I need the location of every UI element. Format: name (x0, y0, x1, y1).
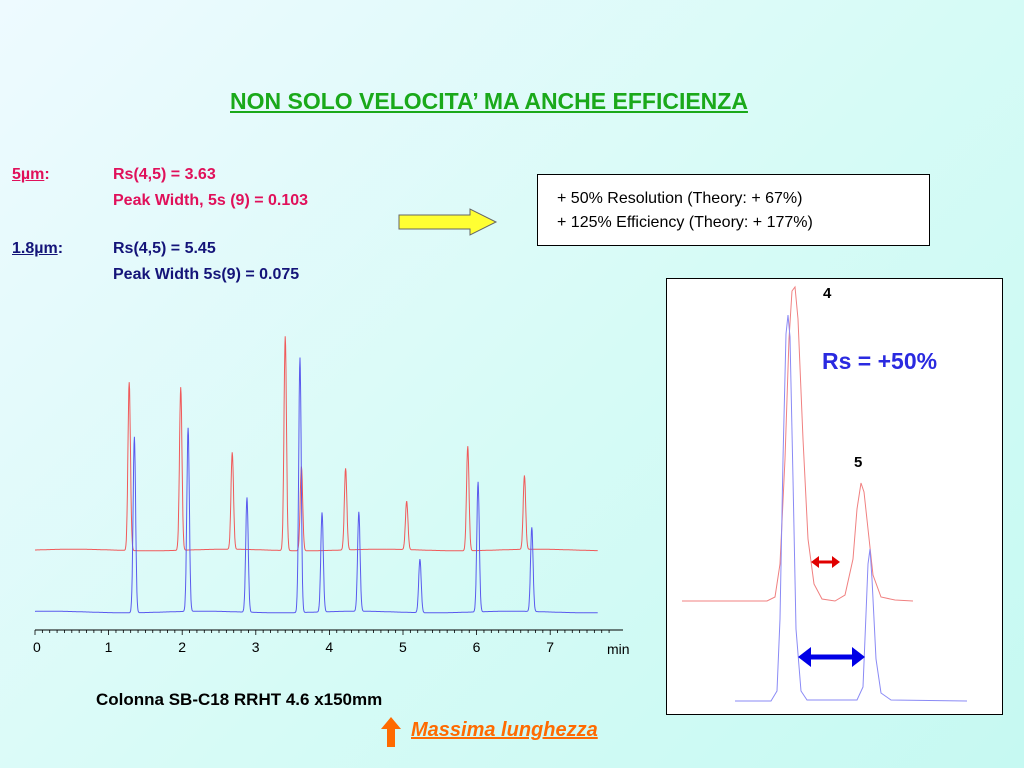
gap-left-arrowhead-blue (798, 647, 811, 667)
series-trace-1-8um (35, 357, 598, 614)
x-tick-label: 6 (473, 639, 481, 655)
up-arrow-icon (381, 717, 401, 747)
particle-1-8um-row: 1.8µm: (12, 240, 63, 258)
slide-title: NON SOLO VELOCITA’ MA ANCHE EFFICIENZA (230, 88, 748, 114)
efficiency-gain: + 125% Efficiency (Theory: + 177%) (557, 214, 813, 231)
x-tick-label: 0 (33, 639, 41, 655)
gap-right-arrowhead-blue (852, 647, 865, 667)
x-axis-unit: min (607, 641, 630, 657)
particle-5um-row: 5µm: (12, 166, 50, 184)
x-tick-label: 2 (178, 639, 186, 655)
zoom-trace-5um (682, 285, 914, 602)
particle-1-8um-colon: : (57, 240, 64, 257)
peak-width-5um: Peak Width, 5s (9) = 0.103 (113, 192, 309, 209)
particle-5um-label: 5µm (12, 166, 45, 183)
particle-1-8um-label: 1.8µm (12, 240, 58, 257)
x-tick-label: 5 (399, 639, 407, 655)
peak-4-label: 4 (823, 285, 832, 302)
x-tick-label: 1 (105, 639, 113, 655)
gap-left-arrowhead-red (811, 556, 819, 568)
chromatogram-chart: 0 1 2 3 4 5 6 7 min (33, 336, 630, 657)
rs-gain-label: Rs = +50% (822, 348, 937, 374)
x-tick-label: 7 (546, 639, 554, 655)
rs-1-8um: Rs(4,5) = 5.45 (113, 240, 216, 257)
max-length-note: Massima lunghezza (411, 719, 598, 741)
zoom-chart: 4 5 Rs = +50% (682, 285, 968, 702)
gap-right-arrowhead-red (832, 556, 840, 568)
peak-5-label: 5 (854, 454, 862, 471)
particle-5um-colon: : (44, 166, 50, 183)
improvement-box: + 50% Resolution (Theory: + 67%) + 125% … (537, 174, 930, 246)
rs-5um: Rs(4,5) = 3.63 (113, 166, 216, 183)
zoom-trace-1-8um (735, 314, 968, 702)
right-arrow-icon (398, 208, 498, 236)
zoom-panel: 4 5 Rs = +50% (666, 278, 1003, 715)
peak-width-1-8um: Peak Width 5s(9) = 0.075 (113, 266, 300, 283)
column-caption: Colonna SB-C18 RRHT 4.6 x150mm (96, 690, 383, 709)
x-tick-label: 4 (325, 639, 333, 655)
x-tick-label: 3 (252, 639, 260, 655)
resolution-gain: + 50% Resolution (Theory: + 67%) (557, 190, 803, 207)
series-trace-5um (35, 336, 598, 552)
